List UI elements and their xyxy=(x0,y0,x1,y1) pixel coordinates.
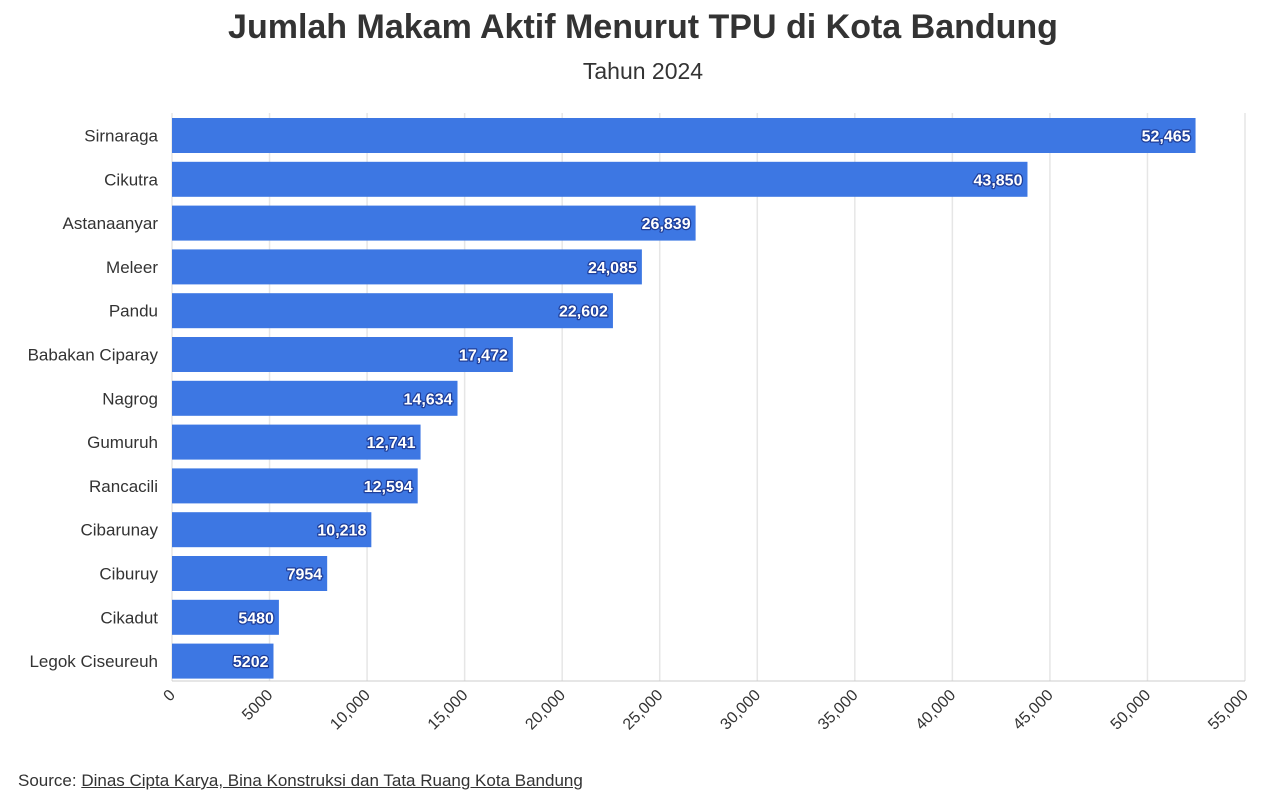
value-label: 24,085 xyxy=(588,260,637,277)
category-label: Gumuruh xyxy=(87,433,158,452)
x-tick-label: 40,000 xyxy=(913,687,960,734)
x-tick-label: 25,000 xyxy=(620,687,667,734)
chart-title: Jumlah Makam Aktif Menurut TPU di Kota B… xyxy=(228,8,1058,46)
chart-subtitle: Tahun 2024 xyxy=(582,58,704,84)
bar xyxy=(172,643,274,679)
x-tick-label: 45,000 xyxy=(1010,687,1057,734)
x-tick-label: 10,000 xyxy=(327,687,374,734)
bar xyxy=(172,249,642,285)
bar xyxy=(172,556,328,591)
category-label: Babakan Ciparay xyxy=(28,346,159,365)
category-label: Rancacili xyxy=(89,477,158,496)
value-label: 43,850 xyxy=(974,172,1023,189)
value-labels: 52,465 43,850 26,839 24,085 22,602 17,472 14,6… xyxy=(232,127,1192,672)
bar xyxy=(172,380,458,416)
category-label: Nagrog xyxy=(102,389,158,408)
x-tick-label: 0 xyxy=(161,687,179,705)
category-label: Pandu xyxy=(109,302,158,321)
value-label: 10,218 xyxy=(317,523,366,540)
x-axis-tick-labels: 0 5000 10,000 15,000 20,000 25,000 30,000 35,00… xyxy=(161,687,1252,734)
bar xyxy=(172,424,421,460)
value-label: 5480 xyxy=(238,610,274,627)
bar-chart: Sirnaraga Cikutra Astanaanyar Meleer Pandu Ba… xyxy=(28,113,1252,734)
x-tick-label: 50,000 xyxy=(1108,687,1155,734)
bar xyxy=(172,468,418,504)
category-label: Cikadut xyxy=(100,608,158,627)
category-labels: Sirnaraga Cikutra Astanaanyar Meleer Pandu Ba… xyxy=(28,127,159,672)
value-label: 7954 xyxy=(287,567,323,584)
category-label: Cikutra xyxy=(104,170,158,189)
x-tick-label: 15,000 xyxy=(425,687,472,734)
category-label: Cibarunay xyxy=(81,521,159,540)
bar xyxy=(172,118,1196,153)
bar xyxy=(172,161,1028,197)
source-note: Source: Dinas Cipta Karya, Bina Konstruk… xyxy=(18,771,583,791)
bar xyxy=(172,205,696,241)
source-prefix: Source: xyxy=(18,771,82,790)
value-label: 22,602 xyxy=(559,304,608,321)
x-tick-label: 5000 xyxy=(239,687,276,724)
bars xyxy=(172,118,1196,679)
category-label: Legok Ciseureuh xyxy=(29,652,158,671)
x-tick-label: 55,000 xyxy=(1205,687,1252,734)
bar xyxy=(172,599,279,635)
value-label: 12,741 xyxy=(367,435,416,452)
value-label: 17,472 xyxy=(459,348,508,365)
value-label: 12,594 xyxy=(364,479,413,496)
source-link[interactable]: Dinas Cipta Karya, Bina Konstruksi dan T… xyxy=(81,771,583,790)
value-label: 14,634 xyxy=(404,391,453,408)
category-label: Meleer xyxy=(106,258,158,277)
x-tick-label: 35,000 xyxy=(815,687,862,734)
bar xyxy=(172,337,513,372)
category-label: Sirnaraga xyxy=(84,127,158,146)
bar xyxy=(172,512,372,548)
category-label: Astanaanyar xyxy=(63,214,159,233)
x-tick-label: 20,000 xyxy=(522,687,569,734)
value-label: 5202 xyxy=(233,654,269,671)
category-label: Ciburuy xyxy=(99,565,158,584)
bar xyxy=(172,293,613,329)
value-label: 26,839 xyxy=(642,216,691,233)
x-tick-label: 30,000 xyxy=(717,687,764,734)
value-label: 52,465 xyxy=(1142,129,1191,146)
